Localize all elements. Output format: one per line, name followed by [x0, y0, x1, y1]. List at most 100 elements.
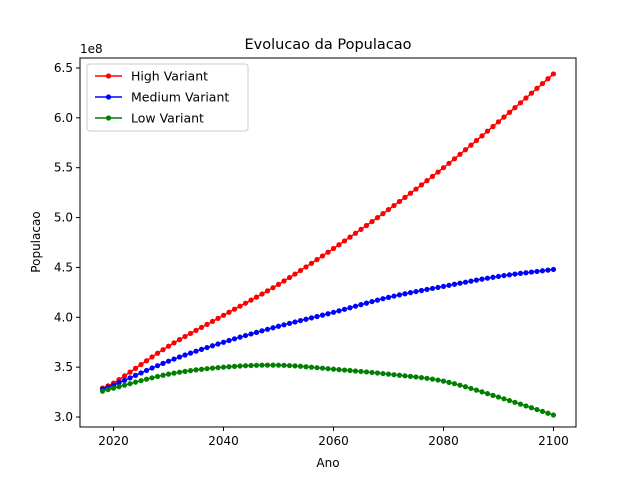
data-point: [468, 385, 474, 392]
legend-label: High Variant: [131, 69, 208, 84]
data-point: [341, 238, 348, 244]
data-point: [435, 377, 441, 383]
data-point: [330, 309, 337, 315]
data-point: [286, 362, 293, 369]
data-point: [330, 245, 337, 252]
data-point: [391, 293, 397, 299]
data-point: [347, 305, 353, 311]
y-tick-label: 4.0: [54, 310, 73, 324]
legend-marker: [105, 94, 112, 100]
data-point: [402, 194, 408, 200]
data-point: [495, 394, 502, 400]
data-point: [209, 318, 216, 324]
data-point: [341, 306, 348, 312]
data-point: [325, 311, 331, 317]
data-point: [512, 271, 518, 277]
data-point: [176, 354, 183, 360]
data-point: [473, 277, 480, 283]
data-point: [517, 401, 524, 407]
data-point: [259, 291, 265, 297]
data-point: [402, 291, 408, 297]
data-point: [319, 253, 326, 259]
data-point: [446, 160, 452, 166]
data-point: [534, 85, 540, 91]
data-point: [435, 284, 441, 291]
data-point: [209, 365, 216, 371]
data-point: [468, 278, 474, 284]
data-point: [275, 323, 282, 329]
x-tick-label: 2080: [428, 434, 459, 448]
data-point: [242, 300, 249, 306]
data-point: [297, 363, 304, 369]
data-point: [451, 381, 458, 387]
data-point: [550, 266, 557, 273]
legend: High Variant Medium Variant Low Variant: [86, 63, 249, 132]
data-point: [127, 381, 133, 387]
data-point: [407, 290, 414, 296]
data-point: [204, 344, 210, 351]
y-tick-label: 4.5: [54, 260, 73, 274]
legend-entry: Medium Variant: [95, 90, 229, 105]
data-point: [347, 367, 353, 374]
data-point: [270, 285, 276, 291]
data-point: [116, 384, 122, 390]
series-low-variant: [99, 362, 557, 418]
data-point: [154, 373, 161, 380]
data-point: [165, 371, 172, 377]
data-point: [303, 264, 309, 270]
data-point: [358, 302, 364, 308]
data-point: [374, 297, 381, 303]
x-tick-label: 2060: [318, 434, 349, 448]
data-point: [253, 329, 260, 335]
data-point: [121, 377, 128, 383]
data-point: [204, 321, 210, 327]
data-point: [385, 371, 392, 377]
data-point: [297, 317, 304, 324]
data-point: [424, 286, 430, 293]
data-point: [292, 271, 298, 277]
data-point: [336, 242, 342, 248]
data-point: [297, 267, 304, 274]
data-point: [231, 336, 238, 342]
data-point: [226, 364, 232, 370]
data-point: [171, 370, 177, 376]
data-point: [105, 386, 111, 393]
data-point: [539, 80, 546, 87]
data-point: [127, 375, 133, 381]
data-point: [363, 222, 370, 229]
x-axis-label: Ano: [316, 456, 339, 470]
data-point: [160, 360, 166, 366]
data-point: [396, 198, 403, 205]
data-point: [187, 368, 194, 374]
data-point: [418, 182, 425, 188]
data-point: [127, 369, 133, 375]
data-point: [308, 315, 315, 321]
data-point: [369, 218, 375, 225]
data-point: [99, 388, 106, 394]
data-point: [418, 374, 425, 381]
data-point: [506, 272, 513, 278]
data-point: [264, 288, 271, 294]
data-point: [407, 373, 414, 379]
legend-label: Low Variant: [131, 111, 204, 126]
data-point: [374, 215, 381, 221]
data-point: [391, 202, 397, 209]
data-point: [292, 363, 298, 369]
data-point: [325, 366, 331, 372]
data-point: [226, 337, 232, 344]
data-point: [380, 211, 386, 217]
data-point: [187, 350, 194, 356]
data-point: [149, 375, 155, 381]
data-point: [457, 151, 463, 157]
data-point: [132, 365, 139, 371]
data-point: [484, 275, 491, 281]
data-point: [270, 362, 276, 368]
data-point: [253, 294, 260, 300]
data-point: [314, 365, 320, 371]
chart-title: Evolucao da Populacao: [244, 37, 411, 53]
data-point: [407, 190, 414, 196]
data-point: [319, 365, 326, 371]
data-point: [143, 367, 150, 374]
data-point: [440, 283, 447, 289]
